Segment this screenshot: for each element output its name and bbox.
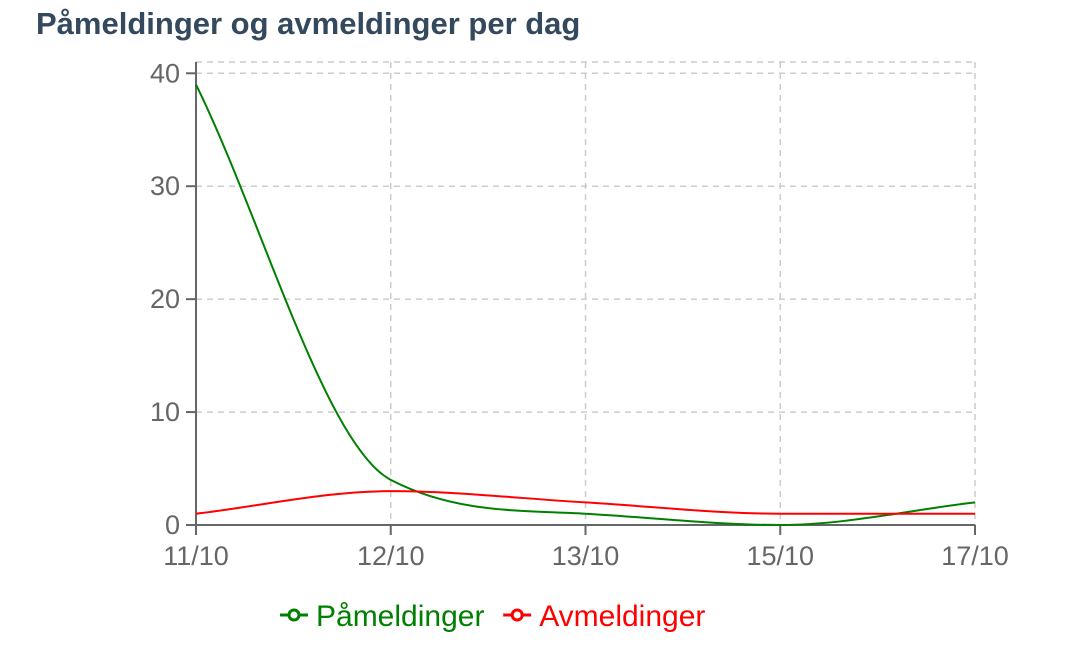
y-tick-label: 10: [150, 397, 180, 427]
y-tick-label: 30: [150, 171, 180, 201]
series-line-1: [195, 84, 976, 527]
x-axis-ticks: 11/10 12/10 13/10 15/10 17/10: [163, 525, 1009, 571]
legend[interactable]: Påmeldinger Avmeldinger: [280, 600, 705, 633]
y-tick-label: 40: [150, 58, 180, 88]
series-lines: [195, 84, 976, 527]
y-axis-ticks: 0 10 20 30 40: [150, 58, 196, 540]
legend-item-2[interactable]: Avmeldinger: [503, 600, 705, 633]
y-tick-label: 20: [150, 284, 180, 314]
chart-title: Påmeldinger og avmeldinger per dag: [36, 6, 581, 41]
legend-marker-icon: [287, 608, 301, 622]
legend-label: Påmeldinger: [316, 600, 484, 633]
x-tick-label: 13/10: [552, 541, 620, 571]
series-line-2: [195, 490, 975, 515]
legend-item-1[interactable]: Påmeldinger: [280, 600, 484, 633]
x-tick-label: 15/10: [746, 541, 814, 571]
y-tick-label: 0: [165, 510, 180, 540]
legend-marker-icon: [510, 608, 524, 622]
legend-label: Avmeldinger: [539, 600, 705, 633]
x-tick-label: 17/10: [941, 541, 1009, 571]
grid-lines: [196, 61, 976, 525]
x-tick-label: 12/10: [357, 541, 425, 571]
x-tick-label: 11/10: [163, 541, 229, 571]
